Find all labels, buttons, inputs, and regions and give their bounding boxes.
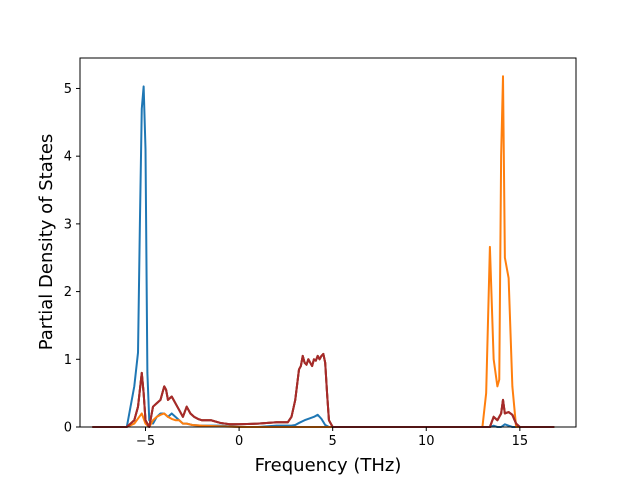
y-tick-label: 4 xyxy=(64,150,72,165)
y-tick-label: 0 xyxy=(64,421,72,436)
x-tick-label: 5 xyxy=(329,434,337,449)
x-axis-ticks: −5 0 5 10 15 xyxy=(136,427,528,449)
x-tick-label: 0 xyxy=(235,434,243,449)
y-axis-label: Partial Density of States xyxy=(36,134,57,351)
y-tick-label: 5 xyxy=(64,82,72,97)
y-tick-label: 1 xyxy=(64,353,72,368)
x-tick-label: 15 xyxy=(512,434,529,449)
y-axis-ticks: 0 1 2 3 4 5 xyxy=(64,82,80,436)
plot-frame xyxy=(79,57,577,428)
y-tick-label: 2 xyxy=(64,285,72,300)
y-tick-label: 3 xyxy=(64,217,72,232)
x-tick-label: 10 xyxy=(418,434,435,449)
x-tick-label: −5 xyxy=(136,434,155,449)
x-axis-label: Frequency (THz) xyxy=(255,455,402,476)
